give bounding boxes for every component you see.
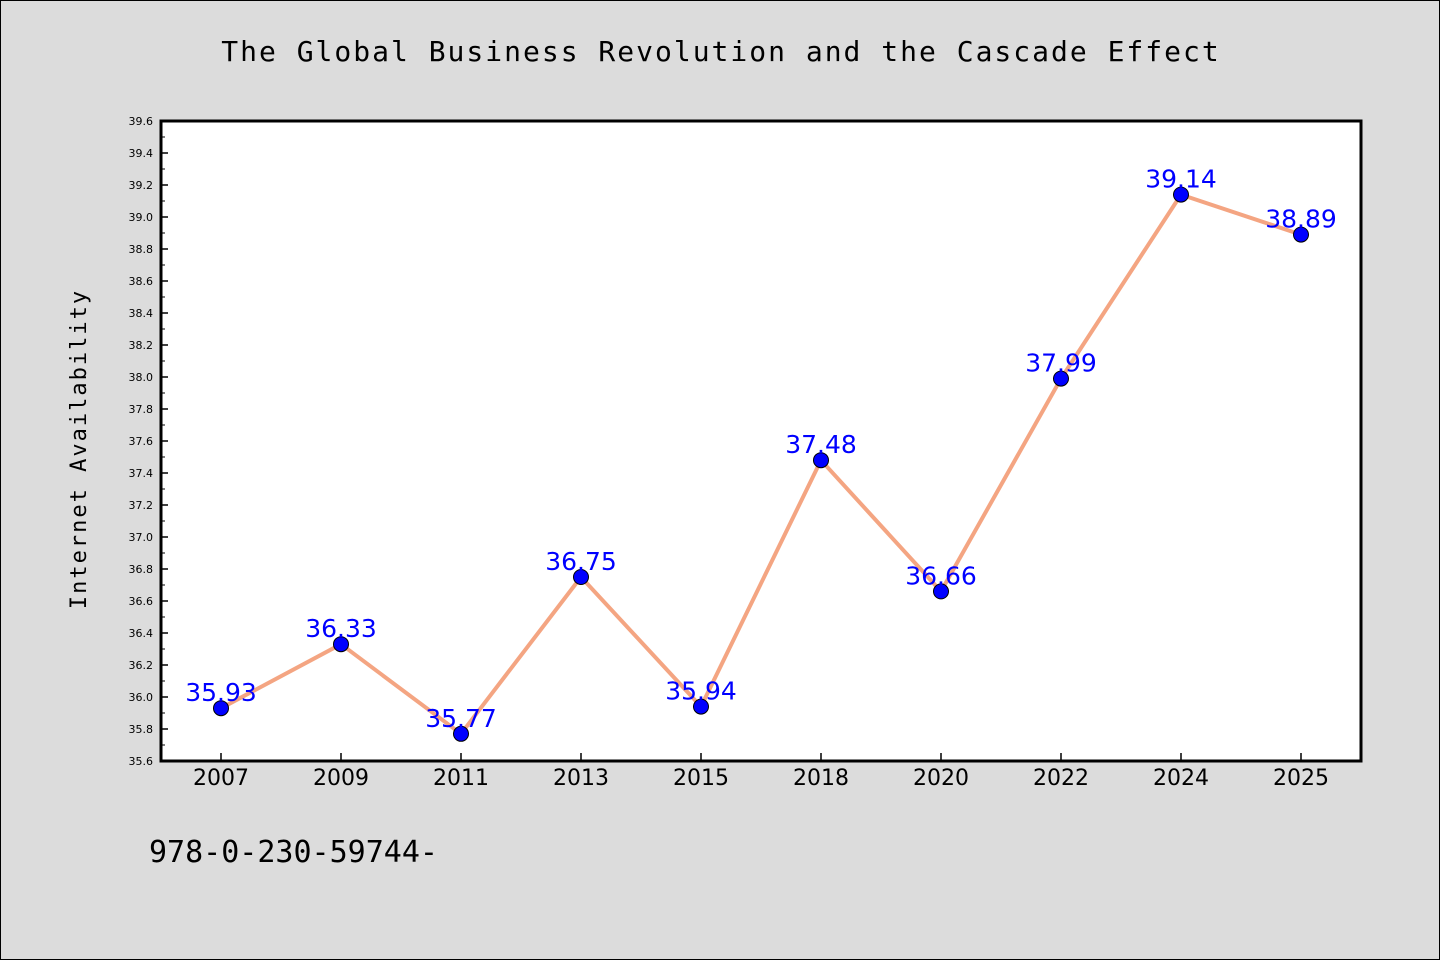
x-tick-label: 2025 <box>1273 766 1329 791</box>
y-tick-label: 39.2 <box>129 179 154 192</box>
y-tick-label: 38.6 <box>129 275 154 288</box>
data-point <box>1053 370 1069 387</box>
y-axis: 35.6 35.8 36.0 36.2 36.4 36.6 36.8 37.0 37.2 37.4… <box>129 115 168 768</box>
data-label: 36.33 <box>305 614 377 643</box>
data-label: 38.89 <box>1265 205 1337 234</box>
data-label: 35.93 <box>185 678 257 707</box>
x-tick-label: 2007 <box>193 766 249 791</box>
x-tick-label: 2018 <box>793 766 849 791</box>
data-label: 37.99 <box>1025 349 1097 378</box>
data-point <box>213 700 229 717</box>
y-tick-label: 37.8 <box>129 403 154 416</box>
x-tick-label: 2011 <box>433 766 489 791</box>
y-tick-label: 37.6 <box>129 435 154 448</box>
x-tick-label: 2022 <box>1033 766 1089 791</box>
data-point <box>1173 186 1189 203</box>
y-axis-label: Internet Availability <box>67 289 92 609</box>
x-tick-label: 2024 <box>1153 766 1209 791</box>
y-tick-label: 36.0 <box>129 691 154 704</box>
y-tick-label: 35.6 <box>129 755 154 768</box>
x-tick-label: 2015 <box>673 766 729 791</box>
data-label: 35.94 <box>665 677 737 706</box>
data-labels: 35.93 36.33 35.77 36.75 35.94 37.48 36.66 37.99… <box>185 165 1337 733</box>
data-point <box>573 569 589 585</box>
data-point <box>333 636 349 653</box>
data-point <box>453 725 469 742</box>
chart-title: The Global Business Revolution and the C… <box>221 35 1221 68</box>
data-label: 36.66 <box>905 561 977 590</box>
data-point <box>933 583 949 600</box>
series-line <box>220 192 1302 736</box>
data-point <box>813 452 829 469</box>
y-tick-label: 39.6 <box>129 115 154 128</box>
y-tick-label: 37.0 <box>129 531 154 544</box>
y-tick-label: 36.2 <box>129 659 154 672</box>
data-label: 36.75 <box>545 547 617 576</box>
y-tick-label: 37.2 <box>129 499 154 512</box>
plot-area <box>159 119 1363 763</box>
x-tick-label: 2020 <box>913 766 969 791</box>
y-tick-label: 38.2 <box>129 339 154 352</box>
x-tick-label: 2013 <box>553 766 609 791</box>
data-label: 39.14 <box>1145 165 1217 194</box>
y-tick-label: 38.0 <box>129 371 154 384</box>
data-markers <box>213 186 1309 742</box>
footnote: 978-0-230-59744- <box>149 835 438 870</box>
x-axis: 2007 2009 2011 2013 2015 2018 2020 2022 2024 2025 <box>193 753 1329 791</box>
data-point <box>1293 226 1309 243</box>
y-tick-label: 35.8 <box>129 723 154 736</box>
data-label: 37.48 <box>785 430 857 459</box>
data-label: 35.77 <box>425 704 497 733</box>
data-point <box>693 698 709 715</box>
y-tick-label: 39.4 <box>129 147 154 160</box>
y-tick-label: 37.4 <box>129 467 154 480</box>
y-tick-label: 36.8 <box>129 563 154 576</box>
y-tick-label: 38.8 <box>129 243 154 256</box>
y-tick-label: 39.0 <box>129 211 154 224</box>
y-tick-label: 36.6 <box>129 595 154 608</box>
x-tick-label: 2009 <box>313 766 369 791</box>
y-tick-label: 36.4 <box>129 627 154 640</box>
y-tick-label: 38.4 <box>129 307 154 320</box>
